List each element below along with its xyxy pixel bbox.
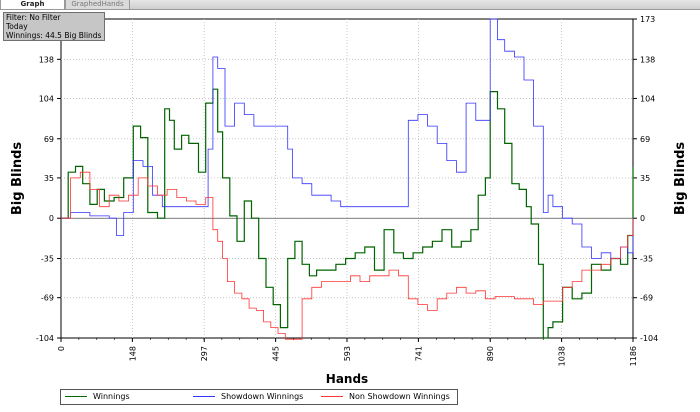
- period-label: Today: [6, 22, 28, 31]
- legend-label-winnings: Winnings: [93, 392, 130, 401]
- series-line-non-showdown-winnings: [61, 171, 634, 340]
- filter-info-box: Filter: No Filter Today Winnings: 44.5 B…: [3, 12, 105, 41]
- y-tick-label-right: 35: [640, 174, 650, 183]
- y-tick-label-left: 35: [44, 174, 54, 183]
- y-tick-label-left: -35: [41, 255, 54, 264]
- y-tick-label-right: -104: [640, 334, 658, 343]
- legend-label-non-showdown: Non Showdown Winnings: [349, 392, 450, 401]
- x-tick-label: 890: [486, 346, 495, 361]
- chart-legend: Winnings Showdown Winnings Non Showdown …: [60, 389, 458, 405]
- legend-swatch-non-showdown: [321, 396, 343, 397]
- tab-graphed-hands[interactable]: GraphedHands: [65, 0, 130, 9]
- y-tick-label-left: 0: [49, 214, 54, 223]
- y-tick-label-left: -69: [41, 294, 54, 303]
- x-tick-label: 741: [414, 346, 423, 361]
- x-tick-label: 0: [57, 346, 66, 351]
- y-tick-label-right: -69: [640, 294, 653, 303]
- y-tick-label-right: 69: [640, 135, 650, 144]
- y-tick-label-left: -104: [36, 334, 54, 343]
- y-tick-label-right: -35: [640, 255, 653, 264]
- x-tick-label: 445: [272, 346, 281, 361]
- y-tick-label-left: 69: [44, 135, 54, 144]
- y-tick-label-right: 173: [640, 15, 655, 24]
- y-tick-label-right: 138: [640, 55, 655, 64]
- legend-label-showdown: Showdown Winnings: [221, 392, 304, 401]
- y-tick-label-right: 0: [640, 214, 645, 223]
- x-tick-label: 148: [128, 346, 137, 361]
- y-tick-label-left: 104: [39, 94, 54, 103]
- x-axis-label: Hands: [326, 372, 368, 386]
- x-tick-label: 1186: [629, 346, 638, 366]
- series-line-winnings: [61, 88, 634, 339]
- x-tick-label: 297: [200, 346, 209, 361]
- tab-graph[interactable]: Graph: [0, 0, 65, 9]
- winnings-label: Winnings: 44.5 Big Blinds: [6, 31, 102, 40]
- y-tick-label-left: 138: [39, 55, 54, 64]
- x-tick-label: 593: [343, 346, 352, 361]
- filter-label: Filter: No Filter: [6, 13, 61, 22]
- y-tick-label-right: 104: [640, 94, 655, 103]
- x-tick-label: 1038: [558, 346, 567, 366]
- tab-bar: Graph GraphedHands: [0, 0, 700, 10]
- legend-swatch-showdown: [193, 396, 215, 397]
- y-axis-label-right: Big Blinds: [673, 142, 688, 216]
- y-axis-label-left: Big Blinds: [10, 142, 25, 216]
- legend-swatch-winnings: [65, 396, 87, 397]
